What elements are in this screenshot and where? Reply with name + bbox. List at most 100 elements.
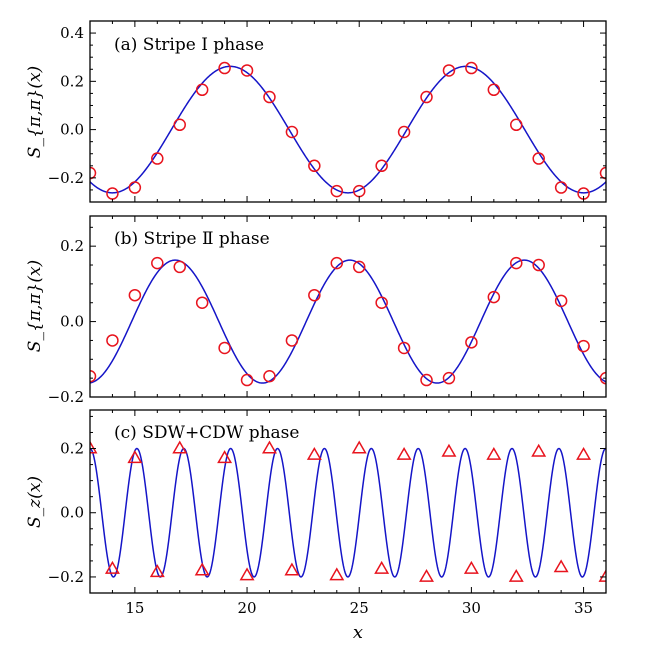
- data-point: [308, 288, 321, 302]
- data-point: [442, 371, 456, 385]
- data-point: [397, 125, 411, 139]
- data-point: [330, 184, 344, 198]
- data-point: [508, 568, 524, 582]
- data-point: [486, 446, 502, 460]
- data-point: [128, 181, 142, 194]
- data-point: [577, 339, 590, 353]
- y-axis-label-c-text: S_z(x): [25, 476, 45, 528]
- data-point: [599, 166, 606, 180]
- data-point: [106, 334, 119, 347]
- y-tick-label: 0.0: [60, 121, 84, 139]
- data-point: [285, 334, 299, 347]
- y-axis-label-b-text: S_{π,π}(x): [25, 260, 45, 352]
- data-point: [465, 336, 478, 349]
- fit-layer-b: [90, 259, 606, 384]
- data-point: [397, 341, 411, 355]
- y-ticks-b: 0.2 0.0 −0.2: [48, 226, 606, 406]
- data-point: [554, 181, 568, 194]
- data-point: [487, 83, 501, 97]
- data-point: [465, 61, 478, 75]
- x-tick-label: 25: [350, 599, 369, 617]
- panel-title-b: (b) Stripe Ⅱ phase: [114, 229, 270, 249]
- data-point: [262, 440, 277, 454]
- data-point: [194, 562, 210, 576]
- y-ticks-a: 0.4 0.2 0.0 −0.2: [48, 20, 606, 203]
- data-point: [374, 560, 390, 574]
- data-point: [598, 568, 606, 582]
- data-point: [330, 256, 344, 270]
- data-point: [553, 559, 569, 573]
- y-axis-label-b: S_{π,π}(x): [25, 260, 45, 352]
- data-point: [532, 258, 545, 272]
- y-tick-label: 0.0: [60, 313, 84, 331]
- panel-a: 0.4 0.2 0.0 −0.2 (a) Stripe I phase S_{π,π}…: [25, 20, 607, 203]
- data-point: [90, 370, 97, 383]
- data-point: [351, 440, 367, 454]
- fit-curve-c: [90, 447, 606, 578]
- data-point: [127, 450, 143, 464]
- data-point: [531, 443, 547, 457]
- data-point: [284, 562, 300, 576]
- data-point: [263, 90, 276, 104]
- x-ticks-c: 15 20 25 30 35: [89, 410, 607, 617]
- data-point: [442, 64, 456, 77]
- fit-layer-a: [90, 65, 606, 194]
- data-point: [218, 341, 231, 355]
- data-point: [532, 152, 545, 165]
- data-point: [90, 440, 98, 454]
- x-tick-label: 35: [574, 599, 593, 617]
- data-point: [329, 567, 345, 581]
- marker-layer-c: [90, 440, 606, 582]
- data-point: [352, 260, 366, 274]
- y-axis-label-a-text: S_{π,π}(x): [25, 66, 45, 158]
- data-point: [510, 256, 523, 270]
- marker-layer-a: [90, 61, 606, 200]
- data-point: [240, 64, 254, 77]
- x-ticks-b: [89, 216, 607, 397]
- y-tick-label: 0.2: [60, 237, 84, 255]
- data-point: [487, 290, 501, 304]
- data-point: [554, 294, 568, 308]
- data-point: [239, 567, 255, 581]
- data-point: [149, 564, 165, 578]
- y-ticks-c: 0.2 0.0 −0.2: [48, 415, 606, 594]
- data-point: [510, 118, 523, 132]
- fit-layer-c: [90, 447, 606, 578]
- data-point: [285, 125, 299, 139]
- data-point: [173, 118, 186, 132]
- y-tick-label: −0.2: [48, 169, 84, 187]
- data-point: [420, 90, 433, 104]
- data-point: [375, 296, 388, 309]
- x-tick-label: 20: [237, 599, 256, 617]
- data-point: [90, 166, 97, 180]
- marker-layer-b: [90, 256, 606, 387]
- data-point: [172, 440, 188, 454]
- data-point: [240, 373, 254, 387]
- y-axis-label-a: S_{π,π}(x): [25, 66, 45, 158]
- data-point: [128, 288, 142, 302]
- y-tick-label: 0.2: [60, 440, 84, 458]
- plot-frame-c: [89, 409, 607, 594]
- data-point: [263, 370, 276, 383]
- data-point: [441, 443, 457, 457]
- y-tick-label: 0.0: [60, 504, 84, 522]
- data-point: [419, 568, 434, 582]
- data-point: [308, 159, 321, 173]
- data-point: [217, 450, 233, 464]
- plot-frame-b: [89, 215, 607, 398]
- data-point: [375, 159, 388, 173]
- data-point: [195, 296, 209, 309]
- data-point: [151, 256, 164, 270]
- data-point: [463, 560, 479, 574]
- fit-curve-a: [90, 65, 606, 194]
- data-point: [173, 260, 186, 274]
- x-ticks-a: [89, 21, 607, 202]
- data-point: [306, 446, 322, 460]
- x-axis-label: x: [353, 622, 363, 643]
- plot-frame-a: [89, 20, 607, 203]
- data-point: [420, 373, 433, 387]
- data-point: [195, 83, 209, 97]
- y-axis-label-c: S_z(x): [25, 476, 45, 528]
- data-point: [218, 61, 231, 75]
